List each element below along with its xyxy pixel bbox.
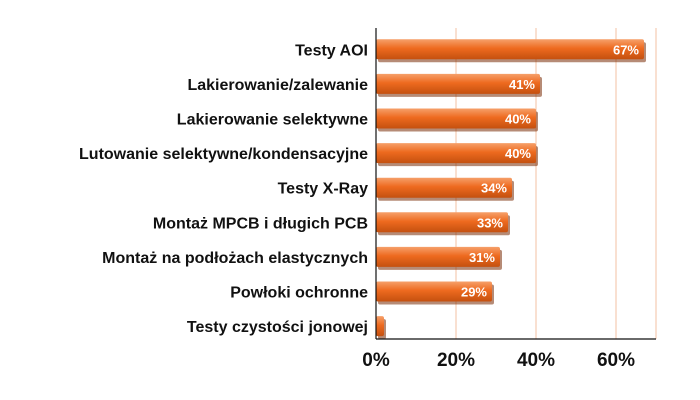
- category-label: Testy AOI: [295, 42, 368, 59]
- x-tick-label: 60%: [597, 350, 635, 371]
- data-label: 40%: [505, 146, 531, 161]
- data-label: 34%: [481, 181, 507, 196]
- data-label: 41%: [509, 77, 535, 92]
- bars: [376, 39, 646, 340]
- category-label: Testy X-Ray: [278, 181, 369, 198]
- bar-9: [376, 316, 384, 337]
- bar-3: [376, 108, 536, 129]
- bar-2: [376, 73, 540, 94]
- bar-6: [376, 212, 508, 233]
- axes: [375, 28, 656, 340]
- category-label: Montaż na podłożach elastycznych: [102, 250, 368, 267]
- bar-7: [376, 246, 500, 267]
- bar-1: [376, 39, 644, 60]
- category-label: Lutowanie selektywne/kondensacyjne: [79, 146, 368, 163]
- category-label: Lakierowanie selektywne: [177, 112, 368, 129]
- data-label: 33%: [477, 215, 503, 230]
- category-label: Testy czystości jonowej: [187, 319, 368, 336]
- data-label: 67%: [613, 42, 639, 57]
- category-label: Powłoki ochronne: [230, 285, 368, 302]
- bar-4: [376, 143, 536, 164]
- category-label: Montaż MPCB i długich PCB: [153, 215, 368, 232]
- x-tick-label: 40%: [517, 350, 555, 371]
- data-label: 31%: [469, 250, 495, 265]
- x-tick-label: 20%: [437, 350, 475, 371]
- data-label: 40%: [505, 112, 531, 127]
- bar-8: [376, 281, 492, 302]
- category-label: Lakierowanie/zalewanie: [187, 77, 368, 94]
- x-tick-label: 0%: [362, 350, 390, 371]
- bar-5: [376, 177, 512, 198]
- data-label: 29%: [461, 285, 487, 300]
- labels: 0% 20% 40% 60% Testy AOI 67% Lakierowanie/zale…: [79, 42, 639, 371]
